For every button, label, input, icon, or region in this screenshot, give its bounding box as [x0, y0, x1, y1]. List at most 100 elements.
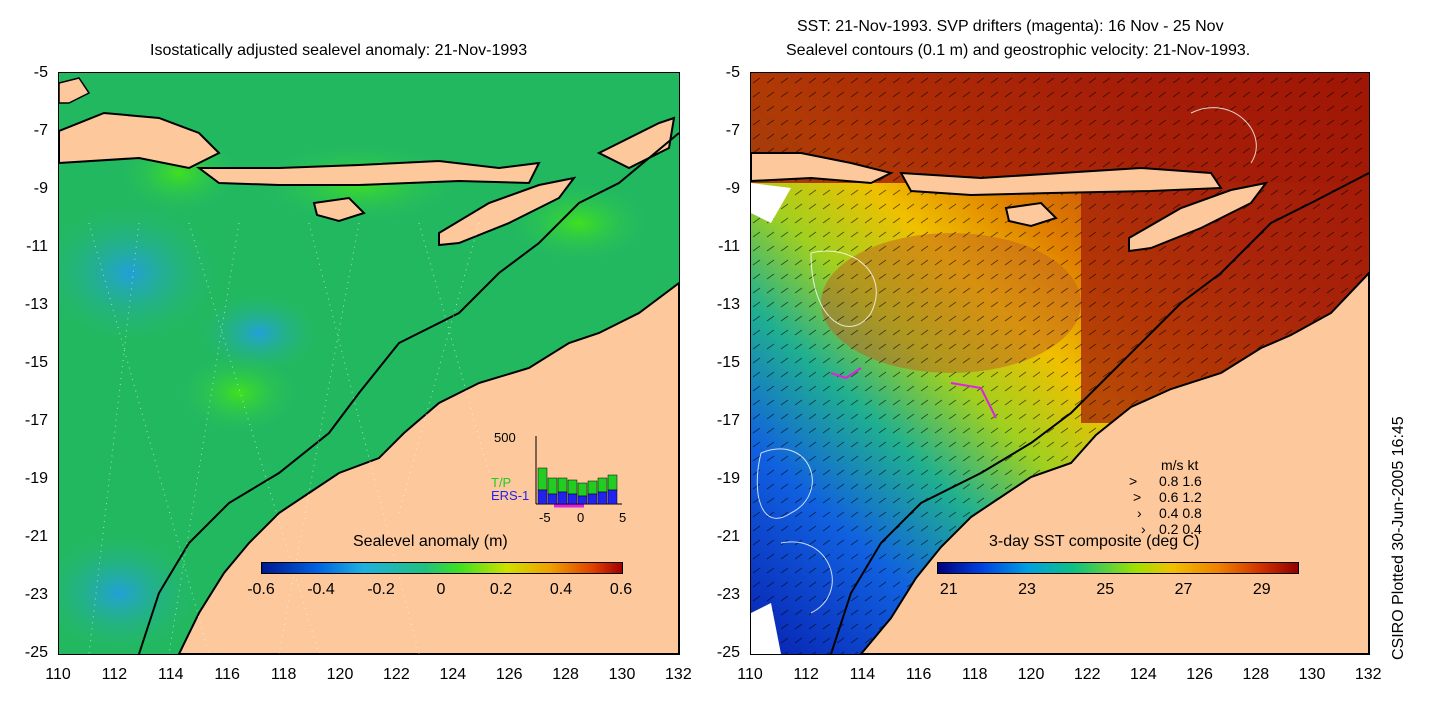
right-panel-title-line2: Sealevel contours (0.1 m) and geostrophi…: [786, 42, 1251, 59]
y-tick-label: -11: [26, 238, 48, 255]
y-tick-label: -17: [716, 412, 740, 429]
x-tick-label: 122: [383, 666, 410, 683]
histogram-bar-tp: [607, 474, 618, 491]
y-tick-label: -5: [33, 64, 48, 81]
histogram-bar-ers: [587, 493, 598, 505]
x-tick-label: 132: [1354, 666, 1382, 683]
y-tick-label: -19: [716, 470, 740, 487]
histogram-xtick-5: 5: [619, 510, 627, 525]
x-tick-label: 126: [1186, 666, 1213, 683]
x-tick-label: 128: [1242, 666, 1270, 683]
histogram-xtick-neg5: -5: [539, 510, 551, 525]
x-tick-label: 114: [849, 666, 876, 683]
y-tick-label: -9: [725, 180, 740, 197]
histogram-bar-ers: [557, 491, 568, 505]
right-colorbar-label: 3-day SST composite (deg C): [989, 533, 1200, 550]
y-tick-label: -25: [716, 644, 740, 661]
colorbar-tick-label: 23: [1018, 581, 1036, 598]
left-colorbar-label: Sealevel anomaly (m): [353, 533, 508, 550]
histogram-bar-tp: [537, 467, 548, 491]
histogram-bar-ers: [537, 489, 548, 505]
y-tick-label: -15: [716, 354, 740, 371]
y-tick-label: -17: [24, 412, 48, 429]
velocity-legend-row: >0.8 1.6: [1129, 473, 1202, 489]
x-tick-label: 116: [214, 666, 240, 683]
x-tick-label: 118: [270, 666, 297, 683]
sst-map-svg: [751, 73, 1369, 654]
x-tick-label: 130: [608, 666, 636, 683]
right-panel-title-line1: SST: 21-Nov-1993. SVP drifters (magenta)…: [797, 18, 1224, 35]
sealevel-anomaly-map: 500 T/P ERS-1 -5 0 5 Sealevel anomaly (m…: [58, 72, 680, 655]
y-tick-label: -5: [725, 64, 740, 81]
histogram-bar-tp: [547, 477, 558, 495]
colorbar-tick-label: 0.6: [609, 581, 633, 598]
colorbar-tick-label: 27: [1174, 581, 1193, 598]
sealevel-map-svg: [59, 73, 679, 654]
histogram-bar-ers: [597, 491, 608, 505]
y-tick-label: -9: [33, 180, 48, 197]
y-tick-label: -21: [24, 528, 48, 545]
velocity-legend-row: › 0.2 0.4: [1141, 521, 1202, 537]
x-tick-label: 112: [793, 666, 819, 683]
x-tick-label: 132: [665, 666, 692, 683]
histogram-bar-ers: [577, 495, 588, 505]
histogram-legend-tp: T/P: [491, 475, 512, 490]
x-tick-label: 126: [495, 666, 523, 683]
colorbar-tick-label: 29: [1252, 581, 1271, 598]
right-colorbar: [937, 562, 1299, 574]
velocity-legend: m/s kt >0.8 1.6 >0.6 1.2 › 0.4 0.8 › 0.2 0…: [1129, 457, 1202, 537]
y-tick-label: -13: [24, 296, 48, 313]
x-tick-label: 122: [1073, 666, 1101, 683]
histogram-legend-ers: ERS-1: [491, 488, 530, 503]
y-tick-label: -23: [24, 586, 48, 603]
histogram-bar-tp: [597, 477, 608, 493]
x-tick-label: 110: [737, 666, 763, 683]
velocity-legend-header: m/s kt: [1161, 457, 1199, 473]
credit-text: CSIRO Plotted 30-Jun-2005 16:45: [1390, 416, 1407, 660]
histogram-xtick-0: 0: [577, 510, 585, 525]
y-tick-label: -21: [716, 528, 740, 545]
y-tick-label: -7: [725, 122, 740, 139]
histogram-bar-ers: [547, 493, 558, 505]
colorbar-tick-label: -0.6: [247, 581, 275, 598]
colorbar-tick-label: 0.2: [489, 581, 513, 598]
x-tick-label: 110: [45, 666, 71, 683]
y-tick-label: -11: [718, 238, 740, 255]
sst-map: m/s kt >0.8 1.6 >0.6 1.2 › 0.4 0.8 › 0.2 0…: [750, 72, 1370, 655]
x-tick-label: 124: [439, 666, 467, 683]
left-panel-title: Isostatically adjusted sealevel anomaly:…: [150, 42, 528, 59]
colorbar-tick-label: -0.2: [367, 581, 395, 598]
y-tick-label: -13: [716, 296, 740, 313]
x-tick-label: 116: [905, 666, 932, 683]
x-tick-label: 112: [101, 666, 128, 683]
histogram-bar-tp: [557, 477, 568, 493]
velocity-legend-row: › 0.4 0.8: [1137, 505, 1202, 521]
colorbar-tick-label: -0.4: [307, 581, 335, 598]
x-tick-label: 120: [326, 666, 354, 683]
histogram-bar-tp: [567, 479, 578, 495]
x-tick-label: 114: [158, 666, 184, 683]
histogram-bar-ers: [607, 489, 618, 505]
left-colorbar: [261, 562, 623, 574]
histogram-bar-tp: [577, 482, 588, 497]
inset-histogram: 500 T/P ERS-1 -5 0 5: [479, 428, 629, 528]
colorbar-tick-label: 0.4: [549, 581, 573, 598]
colorbar-tick-label: 25: [1096, 581, 1115, 598]
x-tick-label: 130: [1298, 666, 1326, 683]
y-tick-label: -15: [24, 354, 48, 371]
velocity-legend-row: >0.6 1.2: [1133, 489, 1202, 505]
y-tick-label: -23: [716, 586, 740, 603]
histogram-bars: [535, 436, 622, 508]
histogram-bar-ers: [567, 493, 578, 505]
histogram-ymax-label: 500: [494, 430, 516, 445]
y-tick-label: -7: [33, 122, 48, 139]
colorbar-tick-label: 21: [939, 581, 958, 598]
histogram-bar-tp: [587, 480, 598, 495]
x-tick-label: 118: [962, 666, 988, 683]
x-tick-label: 124: [1130, 666, 1157, 683]
x-tick-label: 128: [552, 666, 579, 683]
y-tick-label: -25: [24, 644, 48, 661]
y-tick-label: -19: [24, 470, 48, 487]
colorbar-tick-label: 0: [436, 581, 446, 598]
x-tick-label: 120: [1017, 666, 1045, 683]
